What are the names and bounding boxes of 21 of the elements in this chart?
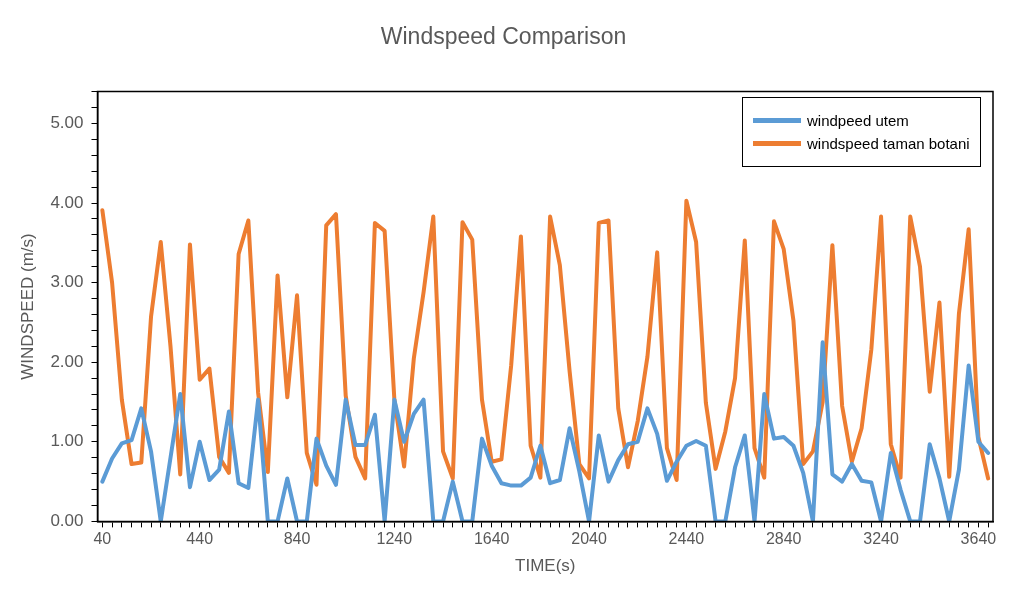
y-tick-label: 1.00	[50, 431, 84, 451]
x-tick-label: 840	[283, 530, 311, 548]
x-tick-label: 2040	[571, 530, 607, 548]
x-tick-label: 3640	[960, 530, 997, 548]
y-tick-label: 3.00	[50, 272, 84, 292]
x-tick-label: 440	[186, 530, 214, 548]
x-tick-label: 1240	[376, 530, 413, 548]
y-tick-label: 4.00	[50, 192, 84, 212]
x-tick-label: 40	[93, 530, 112, 548]
x-axis-title: TIME(s)	[515, 556, 576, 576]
x-tick-label: 3240	[863, 530, 899, 548]
legend-label: windspeed taman botani	[807, 134, 970, 152]
x-tick-label: 2840	[765, 530, 802, 548]
chart-title: Windspeed Comparison	[380, 23, 627, 50]
legend-label: windpeed utem	[807, 111, 909, 129]
y-axis-title: WINDSPEED (m/s)	[17, 233, 37, 380]
y-tick-label: 2.00	[50, 351, 84, 371]
x-tick-label: 2440	[668, 530, 705, 548]
x-tick-label: 1640	[473, 530, 510, 548]
y-tick-label: 5.00	[50, 113, 84, 133]
y-tick-label: 0.00	[50, 511, 84, 531]
